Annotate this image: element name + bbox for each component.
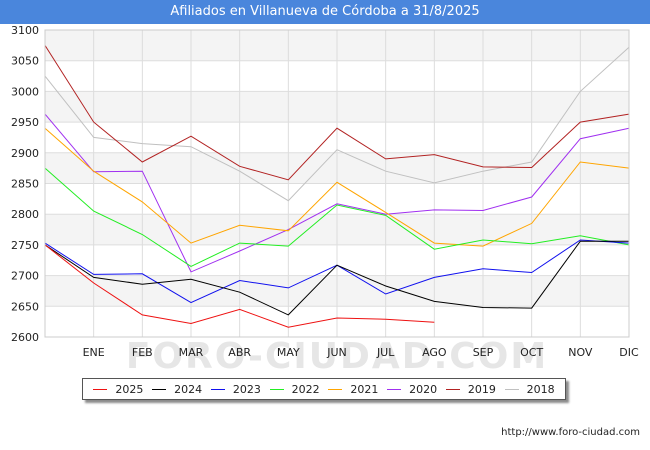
source-credit: http://www.foro-ciudad.com — [501, 427, 640, 438]
x-tick-label: MAY — [277, 346, 300, 359]
x-tick-label: ENE — [83, 346, 105, 359]
y-tick-label: 2950 — [11, 116, 39, 129]
legend-item-2023: 2023 — [210, 382, 261, 396]
x-tick-label: MAR — [179, 346, 204, 359]
legend-swatch — [387, 388, 402, 390]
x-tick-label: DIC — [619, 346, 639, 359]
legend-item-2022: 2022 — [269, 382, 320, 396]
y-tick-label: 2750 — [11, 239, 39, 252]
y-tick-label: 3050 — [11, 55, 39, 68]
legend-label: 2024 — [174, 382, 203, 396]
y-tick-label: 2700 — [11, 270, 39, 283]
legend-label: 2021 — [350, 382, 379, 396]
legend-item-2021: 2021 — [328, 383, 378, 396]
plot-frame — [44, 29, 630, 338]
y-axis-tick-labels: 2600 2650 2700 2750 2800 2850 2900 2950 3000 3050… — [11, 24, 39, 344]
x-tick-label: SEP — [473, 346, 494, 359]
series-line-2024 — [44, 240, 629, 316]
legend-item-2018: 2018 — [504, 382, 555, 396]
legend-label: 2023 — [232, 382, 261, 396]
legend-label: 2022 — [291, 382, 320, 396]
series-line-2021 — [44, 127, 630, 247]
legend-item-2024: 2024 — [152, 383, 202, 396]
legend-label: 2020 — [409, 382, 438, 396]
x-tick-label: AGO — [422, 346, 447, 359]
series-line-2020 — [44, 113, 630, 273]
legend-swatch — [152, 388, 167, 390]
legend-swatch — [93, 388, 108, 390]
x-axis-tick-labels: ENE FEB MAR ABR MAY JUN JUL AGO SEP OCT NOV DIC — [83, 346, 639, 359]
x-tick-label: OCT — [520, 346, 543, 359]
y-tick-label: 2800 — [11, 208, 39, 221]
x-tick-label: FEB — [132, 346, 153, 359]
legend-swatch — [269, 388, 284, 390]
y-tick-label: 3000 — [11, 85, 39, 98]
x-tick-label: NOV — [568, 346, 593, 359]
legend-swatch — [210, 388, 225, 390]
series-line-2025 — [44, 244, 435, 328]
legend-swatch — [445, 388, 460, 390]
legend-label: 2025 — [115, 382, 144, 396]
chart-title: Afiliados en Villanueva de Córdoba a 31/… — [0, 0, 650, 24]
series-line-2022 — [44, 167, 630, 267]
x-tick-label: JUL — [376, 346, 395, 359]
legend-item-2019: 2019 — [445, 382, 496, 396]
legend-swatch — [328, 388, 343, 390]
y-tick-label: 2900 — [11, 147, 39, 160]
series-line-2018 — [44, 46, 630, 202]
legend-label: 2018 — [526, 382, 555, 396]
legend-item-2025: 2025 — [93, 383, 143, 396]
x-tick-label: JUN — [326, 346, 347, 359]
y-tick-label: 3100 — [11, 24, 39, 37]
legend-swatch — [504, 388, 519, 390]
legend-item-2020: 2020 — [387, 383, 437, 396]
legend: 2025 2024 2023 2022 2021 2020 2019 2018 — [82, 378, 566, 400]
series-lines — [44, 45, 630, 328]
y-tick-label: 2650 — [11, 300, 39, 313]
x-tick-label: ABR — [228, 346, 251, 359]
legend-label: 2019 — [467, 382, 496, 396]
y-tick-label: 2850 — [11, 178, 39, 191]
series-line-2019 — [44, 45, 630, 181]
y-tick-label: 2600 — [11, 331, 39, 344]
watermark: FORO-CIUDAD.COM — [126, 336, 548, 377]
